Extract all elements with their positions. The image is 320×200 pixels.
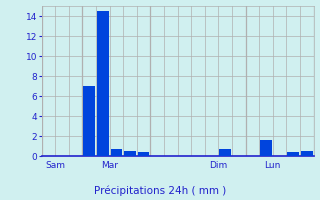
Bar: [287, 152, 299, 156]
Text: Précipitations 24h ( mm ): Précipitations 24h ( mm ): [94, 186, 226, 196]
Text: Mar: Mar: [101, 161, 118, 170]
Bar: [84, 86, 95, 156]
Bar: [260, 140, 272, 156]
Bar: [138, 152, 149, 156]
Text: Sam: Sam: [45, 161, 65, 170]
Bar: [111, 149, 122, 156]
Bar: [124, 151, 136, 156]
Bar: [301, 150, 313, 156]
Bar: [97, 11, 108, 156]
Bar: [220, 148, 231, 156]
Text: Lun: Lun: [265, 161, 281, 170]
Text: Dim: Dim: [209, 161, 228, 170]
